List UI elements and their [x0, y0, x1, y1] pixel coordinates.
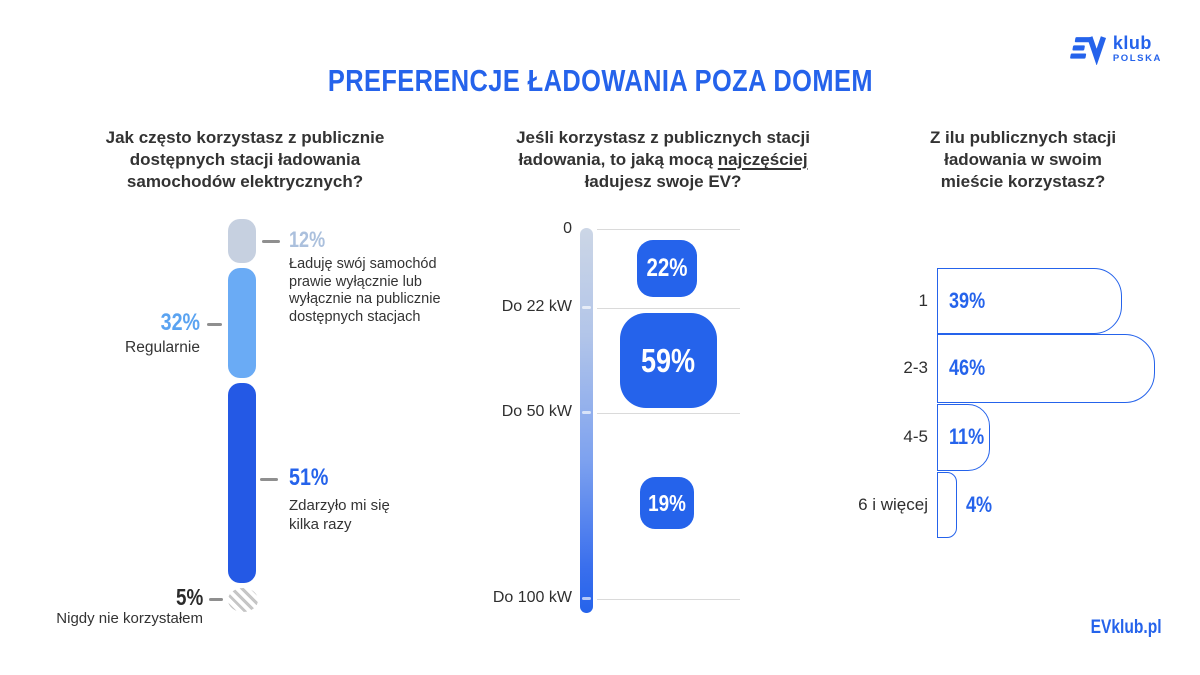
outlined-bar-4-5	[937, 404, 990, 471]
gridline	[597, 308, 740, 309]
segment-value-12: 12%	[289, 227, 326, 252]
question-power: Jeśli korzystasz z publicznych stacji ła…	[516, 128, 810, 191]
stacked-segment-32	[228, 268, 256, 378]
tick-label-22kw: Do 22 kW	[501, 298, 572, 315]
tick-label-0: 0	[563, 220, 572, 237]
bubble-19: 19%	[640, 477, 694, 529]
gridline	[597, 229, 740, 230]
segment-caption-51: Zdarzyło mi się kilka razy	[289, 497, 390, 533]
logo-polska-text: POLSKA	[1112, 53, 1162, 65]
connector-dash	[207, 323, 222, 326]
segment-caption-32: Regularnie	[125, 339, 200, 356]
bar-value-46: 46%	[949, 355, 986, 380]
bubble-22: 22%	[637, 240, 697, 297]
outlined-bar-6plus	[937, 472, 957, 538]
outlined-bar-2-3	[937, 334, 1155, 403]
bar-label-4-5: 4-5	[903, 427, 928, 446]
gridline	[597, 599, 740, 600]
website-url: EVklub.pl	[1091, 617, 1162, 638]
bar-value-39: 39%	[949, 288, 986, 313]
ev-logo-mark-icon	[1069, 36, 1106, 65]
gridline	[597, 413, 740, 414]
tick-label-100kw: Do 100 kW	[492, 589, 572, 606]
logo-klub-text: klub	[1112, 33, 1152, 54]
stacked-segment-12	[228, 219, 256, 263]
connector-dash	[209, 598, 223, 601]
outlined-bar-1	[937, 268, 1122, 334]
axis-tick	[582, 306, 591, 309]
axis-tick	[582, 597, 591, 600]
ev-klub-polska-logo: klub POLSKA	[1068, 33, 1162, 65]
question-stations: Z ilu publicznych stacji ładowania w swo…	[929, 128, 1117, 191]
power-axis-bar	[580, 228, 593, 613]
bar-label-2-3: 2-3	[903, 358, 928, 377]
hatched-marker-5	[228, 588, 258, 612]
underlined-word: najczęściej	[717, 150, 808, 169]
segment-value-32: 32%	[160, 309, 200, 336]
stacked-segment-51	[228, 383, 256, 583]
segment-caption-5: Nigdy nie korzystałem	[56, 610, 203, 627]
segment-caption-12: Ładuję swój samochód prawie wyłącznie lu…	[289, 256, 441, 325]
bar-label-1: 1	[918, 291, 928, 310]
tick-label-50kw: Do 50 kW	[501, 403, 572, 420]
segment-value-5: 5%	[175, 584, 203, 610]
connector-dash	[260, 478, 278, 481]
page-title: PREFERENCJE ŁADOWANIA POZA DOMEM	[327, 63, 873, 98]
bubble-59: 59%	[620, 313, 717, 408]
connector-dash	[262, 240, 280, 243]
bar-value-11: 11%	[949, 424, 985, 449]
segment-value-51: 51%	[289, 464, 329, 491]
bar-label-6plus: 6 i więcej	[858, 495, 928, 514]
bar-value-4: 4%	[966, 492, 993, 517]
question-frequency: Jak często korzystasz z publicznie dostę…	[105, 128, 385, 191]
axis-tick	[582, 411, 591, 414]
